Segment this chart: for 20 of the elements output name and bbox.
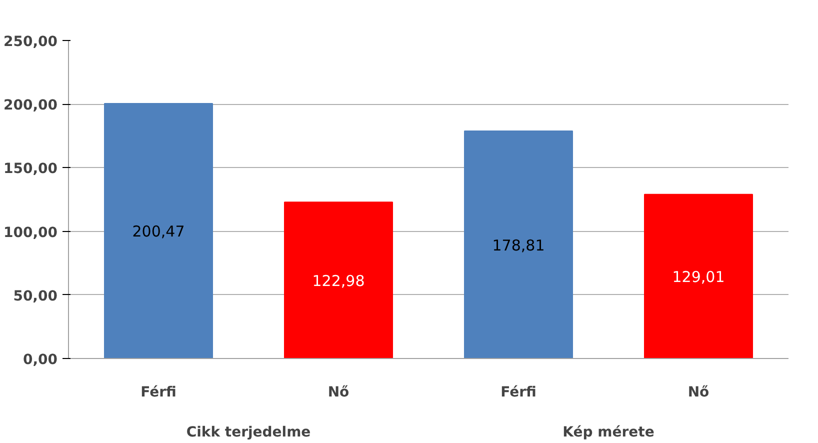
- text: Kép mérete: [562, 424, 654, 440]
- bar: [104, 103, 213, 358]
- data-label: 200,47: [132, 222, 185, 240]
- y-tick-label: 100,00: [3, 224, 58, 241]
- y-tick-label: 250,00: [3, 34, 58, 50]
- y-tick-label: 150,00: [3, 161, 58, 178]
- bar: [284, 202, 393, 358]
- data-label: 129,01: [672, 268, 725, 286]
- x-tick-label: Nő: [688, 384, 710, 400]
- y-tick-label: 0,00: [22, 352, 58, 368]
- data-label: 178,81: [492, 236, 545, 254]
- bar: [644, 194, 753, 358]
- y-tick-label: 200,00: [3, 98, 58, 114]
- bar: [464, 130, 573, 358]
- data-label: 122,98: [312, 272, 365, 290]
- x-tick-label: Férfi: [140, 384, 176, 400]
- x-tick-label: Nő: [328, 384, 350, 400]
- x-tick-label: Férfi: [500, 384, 536, 400]
- text: Cikk terjedelme: [186, 424, 311, 440]
- y-tick-label: 50,00: [13, 288, 58, 304]
